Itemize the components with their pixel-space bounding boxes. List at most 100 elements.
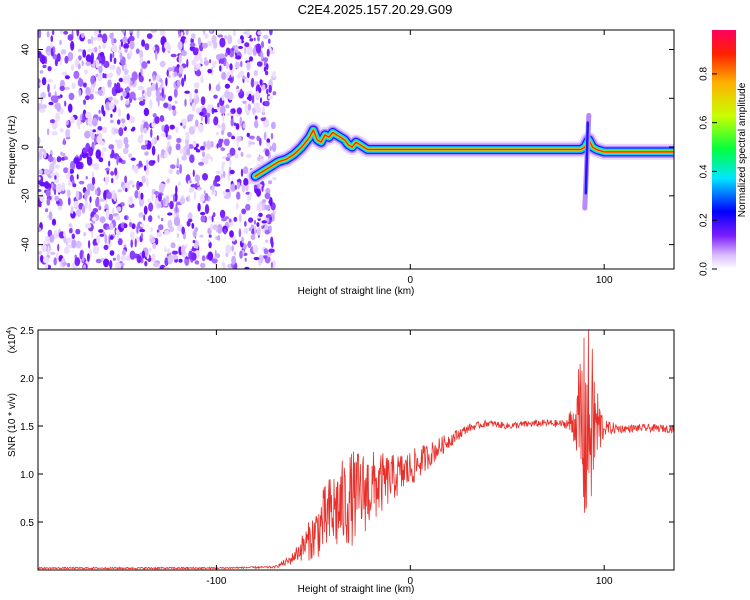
noise-blob [99,198,105,202]
noise-blob [103,190,107,201]
noise-blob [195,119,199,127]
noise-blob [84,130,91,139]
noise-blob [133,97,137,101]
noise-blob [126,86,130,93]
noise-blob [116,206,122,212]
noise-blob [198,161,205,166]
noise-blob [264,204,271,211]
noise-blob [112,257,116,261]
noise-blob [239,116,243,127]
noise-blob [125,100,129,105]
noise-blob [244,102,247,113]
noise-blob [46,198,51,206]
noise-blob [126,113,130,121]
noise-blob [158,97,165,101]
noise-blob [228,218,232,223]
noise-blob [145,159,149,169]
noise-blob [43,168,51,175]
noise-blob [98,30,102,34]
noise-blob [68,168,75,174]
noise-blob [52,95,59,104]
noise-blob [196,181,200,186]
noise-blob [256,61,263,67]
noise-blob [256,222,260,227]
noise-blob [200,211,206,216]
spectrogram-x-ticks: -100 0 100 [206,30,613,286]
noise-blob [181,50,187,57]
noise-blob [151,122,156,128]
noise-blob [167,248,171,254]
noise-blob [181,36,186,40]
noise-blob [164,230,170,236]
noise-blob [202,42,208,49]
noise-blob [204,115,208,125]
noise-blob [128,153,133,158]
noise-blob [223,138,230,147]
noise-blob [111,36,114,45]
noise-blob [240,88,243,95]
noise-blob [159,60,166,68]
noise-blob [136,30,140,39]
noise-blob [244,220,247,227]
noise-blob [85,111,92,119]
noise-blob [242,100,247,104]
noise-blob [188,194,191,202]
noise-blob [82,49,87,58]
noise-blob [148,202,154,212]
noise-blob [104,233,108,244]
noise-blob [152,242,157,249]
noise-blob [61,157,66,161]
noise-blob [248,227,252,232]
noise-blob [229,230,234,238]
noise-blob [78,180,85,185]
noise-blob [110,119,114,124]
noise-blob [230,183,237,192]
noise-blob [65,128,71,138]
noise-blob [79,250,83,260]
noise-blob [85,176,88,180]
noise-blob [38,250,42,255]
noise-blob [176,80,181,87]
noise-blob [236,88,240,93]
noise-blob [271,142,277,152]
noise-blob [102,110,106,117]
noise-blob [140,192,144,200]
noise-blob [107,79,112,88]
noise-blob [244,266,250,269]
noise-blob [264,70,269,76]
noise-blob [192,169,195,177]
noise-blob [61,72,67,76]
noise-blob [102,147,107,152]
noise-blob [247,240,252,249]
colorbar-gradient [712,30,736,269]
noise-blob [45,208,49,213]
noise-blob [197,186,203,191]
noise-blob [223,35,228,40]
noise-blob [41,77,47,86]
noise-blob [76,174,79,180]
noise-blob [253,225,257,236]
noise-blob [217,224,223,234]
noise-blob [90,75,96,85]
noise-blob [91,132,95,141]
noise-blob [241,208,247,215]
noise-blob [67,197,71,206]
noise-blob [100,150,104,158]
noise-blob [158,193,162,202]
noise-blob [82,264,87,269]
noise-blob [48,211,53,221]
noise-blob [229,147,236,156]
colorbar-tick-label: 0.2 [699,213,710,227]
noise-blob [105,209,110,219]
noise-blob [194,88,199,94]
noise-blob [192,140,197,148]
noise-blob [242,76,246,80]
noise-blob [262,34,269,40]
noise-blob [146,33,153,39]
noise-blob [216,143,219,149]
noise-blob [202,173,208,181]
noise-blob [49,251,56,255]
noise-blob [184,98,187,107]
snr-y-tick-label: 2.5 [20,326,34,337]
colorbar: 0.0 0.2 0.4 0.6 0.8 Normalized spectral ampl… [699,30,748,276]
